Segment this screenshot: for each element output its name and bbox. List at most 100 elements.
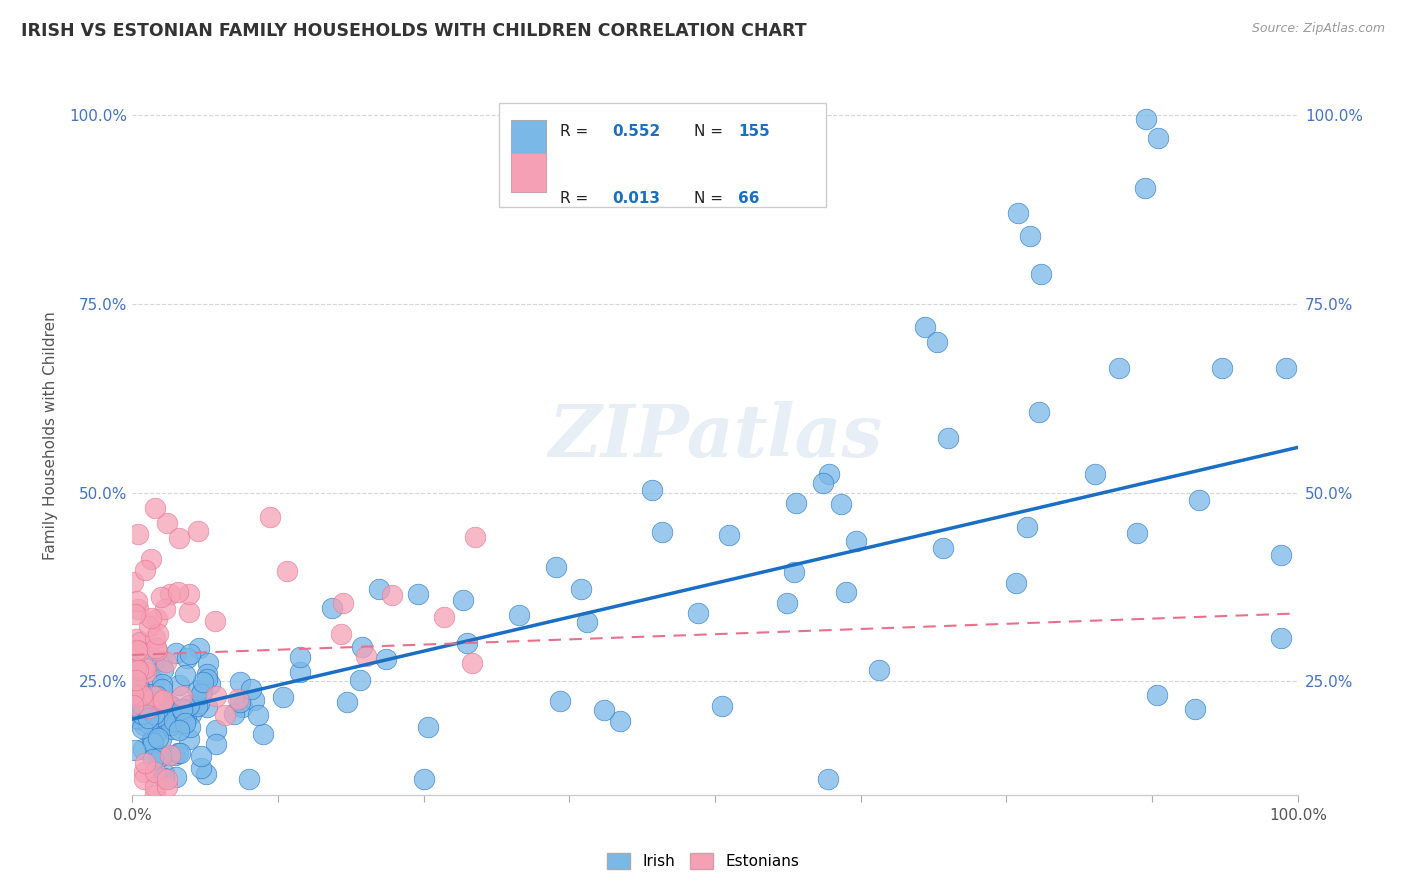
Y-axis label: Family Households with Children: Family Households with Children [44,311,58,560]
Point [143,704,166,718]
Point [170,702,193,716]
Point [153,766,176,780]
Point [138,701,160,715]
Point [813,475,835,490]
Point [134,661,156,675]
Text: 66: 66 [738,191,759,206]
Point [143,706,166,721]
Point [122,574,145,589]
Point [229,675,252,690]
Point [412,772,434,787]
Point [174,712,197,726]
Point [1274,360,1296,375]
Point [153,714,176,729]
Point [609,714,631,729]
Point [167,531,190,545]
Point [169,746,191,760]
Point [155,704,177,718]
Point [136,698,159,712]
Point [776,596,799,610]
Point [148,626,170,640]
Point [252,727,274,741]
Point [845,533,868,548]
Point [204,690,226,704]
Point [127,677,149,691]
Point [127,527,149,541]
Point [197,656,219,670]
Point [226,692,249,706]
Text: N =: N = [695,191,728,206]
Point [195,673,218,687]
Legend: Irish, Estonians: Irish, Estonians [600,847,806,875]
Point [136,697,159,711]
Point [131,698,153,712]
Point [354,648,377,663]
Point [167,678,190,692]
Point [124,742,146,756]
Point [187,696,209,710]
Point [461,656,484,670]
Point [135,665,157,679]
Point [830,497,852,511]
Point [143,690,166,704]
Point [167,585,190,599]
Point [145,724,167,739]
Point [134,756,156,770]
Point [141,731,163,746]
Point [127,663,149,677]
Point [134,692,156,706]
Point [145,709,167,723]
Point [145,780,167,794]
Point [456,636,478,650]
Point [834,584,856,599]
Point [128,682,150,697]
Point [224,707,246,722]
Point [159,586,181,600]
Point [170,689,193,703]
Text: R =: R = [560,124,593,139]
Text: R =: R = [560,191,593,206]
Point [242,693,264,707]
Point [271,690,294,704]
Point [868,664,890,678]
Point [228,695,250,709]
Point [176,702,198,716]
Point [128,644,150,658]
Point [125,594,148,608]
Point [1126,525,1149,540]
Point [1004,575,1026,590]
Point [145,764,167,779]
Point [125,673,148,687]
Point [125,706,148,721]
Point [332,595,354,609]
Point [150,731,173,746]
Point [179,647,201,661]
Point [131,689,153,703]
Point [375,652,398,666]
Point [418,720,440,734]
Point [131,707,153,722]
Point [381,588,404,602]
Point [142,653,165,667]
Point [149,749,172,764]
Point [453,593,475,607]
FancyBboxPatch shape [510,120,546,160]
Point [1015,519,1038,533]
Point [1187,492,1209,507]
Point [127,601,149,615]
Point [187,683,209,698]
Point [138,687,160,701]
Point [1146,688,1168,702]
Point [149,590,172,604]
Point [156,780,179,794]
Text: 0.552: 0.552 [613,124,661,139]
Point [190,687,212,701]
Point [122,687,145,701]
Point [818,467,841,481]
Point [152,692,174,706]
Point [160,700,183,714]
Point [139,552,162,566]
Point [128,689,150,703]
Point [205,723,228,738]
Point [352,640,374,655]
